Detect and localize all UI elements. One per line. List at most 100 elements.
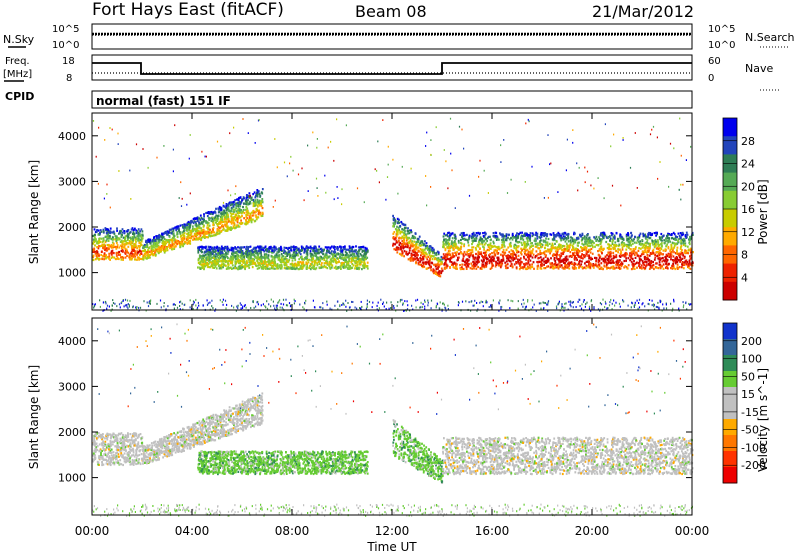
echo-cell bbox=[136, 253, 138, 256]
echo-cell bbox=[206, 226, 209, 229]
echo-cell bbox=[129, 236, 132, 239]
echo-cell bbox=[465, 267, 468, 270]
echo-cell bbox=[216, 232, 219, 235]
echo-cell bbox=[197, 224, 200, 227]
echo-cell bbox=[482, 232, 484, 235]
echo-cell bbox=[154, 249, 157, 252]
echo-cell bbox=[121, 231, 124, 234]
echo-cell bbox=[520, 260, 522, 263]
echo-cell bbox=[216, 262, 218, 265]
echo-cell bbox=[172, 242, 175, 245]
echo-cell bbox=[95, 230, 98, 233]
echo-cell bbox=[467, 241, 470, 244]
echo-cell bbox=[345, 254, 347, 257]
echo-cell bbox=[264, 245, 267, 248]
echo-cell bbox=[232, 258, 234, 261]
echo-cell bbox=[211, 231, 214, 234]
echo-cell bbox=[138, 237, 140, 240]
echo-cell bbox=[657, 239, 659, 242]
echo-cell bbox=[599, 234, 602, 237]
echo-cell bbox=[627, 257, 630, 260]
echo-cell bbox=[304, 250, 306, 253]
echo-cell bbox=[300, 264, 302, 267]
echo-cell bbox=[205, 236, 208, 239]
echo-cell bbox=[219, 215, 222, 219]
echo-cell bbox=[512, 259, 514, 262]
echo-cell bbox=[110, 244, 113, 247]
echo-cell bbox=[163, 245, 166, 248]
echo-cell bbox=[158, 248, 160, 251]
echo-cell bbox=[408, 249, 411, 252]
echo-cell bbox=[421, 243, 424, 247]
echo-cell bbox=[186, 242, 189, 245]
echo-cell bbox=[122, 249, 124, 252]
echo-cell bbox=[442, 235, 445, 238]
echo-cell bbox=[96, 240, 98, 243]
echo-cell bbox=[139, 238, 142, 242]
echo-cell bbox=[193, 220, 196, 223]
echo-cell bbox=[112, 238, 114, 241]
echo-cell bbox=[234, 208, 236, 211]
echo-cell bbox=[218, 229, 221, 233]
echo-cell bbox=[320, 266, 323, 269]
echo-cell bbox=[300, 256, 303, 259]
echo-cell bbox=[363, 253, 366, 256]
echo-cell bbox=[260, 204, 263, 208]
echo-cell bbox=[265, 261, 267, 264]
echo-cell bbox=[184, 224, 186, 228]
echo-cell bbox=[145, 252, 147, 255]
echo-cell bbox=[246, 214, 249, 217]
echo-cell bbox=[210, 232, 213, 235]
echo-cell bbox=[216, 222, 218, 226]
echo-cell bbox=[546, 233, 549, 236]
echo-cell bbox=[99, 245, 101, 248]
echo-cell bbox=[393, 248, 396, 251]
echo-cell bbox=[433, 248, 435, 251]
echo-cell bbox=[154, 247, 157, 250]
freq-left-tick-top: 18 bbox=[62, 56, 75, 67]
echo-cell bbox=[609, 259, 612, 262]
echo-cell bbox=[295, 250, 297, 253]
cpid-panel-frame bbox=[91, 90, 693, 109]
echo-cell bbox=[284, 252, 287, 255]
echo-cell bbox=[415, 261, 417, 264]
echo-cell bbox=[153, 239, 155, 242]
echo-cell bbox=[193, 237, 196, 240]
echo-cell bbox=[214, 251, 216, 254]
echo-cell bbox=[235, 204, 238, 207]
echo-cell bbox=[584, 254, 587, 257]
echo-cell bbox=[252, 204, 255, 208]
echo-cell bbox=[226, 226, 229, 229]
echo-cell bbox=[224, 206, 227, 209]
echo-cell bbox=[227, 206, 230, 209]
echo-cell bbox=[552, 232, 555, 235]
echo-cell bbox=[256, 199, 259, 202]
echo-cell bbox=[546, 235, 548, 238]
echo-cell bbox=[392, 219, 395, 222]
echo-cell bbox=[243, 211, 246, 215]
echo-cell bbox=[315, 246, 317, 249]
echo-cell bbox=[511, 266, 514, 269]
echo-cell bbox=[429, 245, 431, 248]
echo-cell bbox=[187, 235, 190, 238]
echo-cell bbox=[244, 267, 246, 271]
echo-cell bbox=[303, 258, 305, 261]
echo-cell bbox=[686, 251, 689, 254]
echo-cell bbox=[96, 253, 99, 256]
echo-cell bbox=[657, 241, 660, 244]
echo-cell bbox=[137, 256, 140, 259]
echo-cell bbox=[225, 224, 227, 227]
echo-cell bbox=[182, 225, 184, 228]
echo-cell bbox=[666, 267, 669, 270]
echo-cell bbox=[223, 218, 226, 221]
echo-cell bbox=[232, 222, 235, 225]
echo-cell bbox=[94, 250, 96, 254]
echo-cell bbox=[207, 222, 210, 225]
echo-cell bbox=[341, 256, 344, 260]
echo-cell bbox=[153, 242, 156, 245]
echo-cell bbox=[617, 237, 619, 240]
echo-cell bbox=[163, 238, 166, 241]
echo-cell bbox=[125, 243, 128, 246]
echo-cell bbox=[110, 253, 113, 256]
echo-cell bbox=[123, 245, 126, 248]
